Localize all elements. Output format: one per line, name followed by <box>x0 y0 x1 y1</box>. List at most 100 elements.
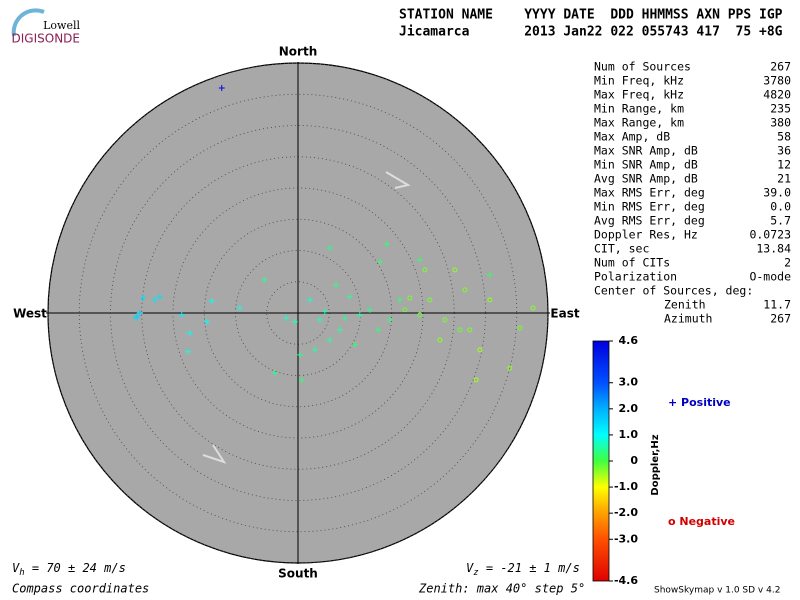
zenith-note: Zenith: max 40° step 5° <box>418 582 585 596</box>
center-label: Azimuth <box>664 312 712 326</box>
source-negative <box>452 267 458 273</box>
source-negative <box>517 325 523 331</box>
stat-label: Max SNR Amp, dB <box>594 144 698 158</box>
source-positive <box>136 310 143 316</box>
source-negative <box>457 327 463 333</box>
source-negative <box>417 312 423 318</box>
footer: ShowSkymap v 1.0 SD v 4.2 <box>654 586 780 596</box>
stat-value: 13.84 <box>756 242 791 256</box>
source-negative <box>473 377 479 383</box>
colorbar-tick-label: 4.6 <box>619 334 639 347</box>
center-label: Zenith <box>664 298 706 312</box>
stat-label: Doppler Res, Hz <box>594 228 698 242</box>
stat-value: 21 <box>777 172 791 186</box>
stat-value: 267 <box>770 60 791 74</box>
source-positive <box>271 370 278 376</box>
source-positive <box>218 85 225 91</box>
source-positive <box>236 305 243 311</box>
logo-arc <box>11 8 45 37</box>
colorbar-tick-label: -4.6 <box>614 574 638 587</box>
stat-value: 380 <box>770 116 791 130</box>
stat-label: Min Freq, kHz <box>594 74 684 88</box>
stat-label: Max Freq, kHz <box>594 88 684 102</box>
legend-positive: + Positive <box>668 396 731 409</box>
north-label: North <box>279 45 317 59</box>
south-label: South <box>278 567 318 581</box>
center-value: 267 <box>770 312 791 326</box>
source-positive <box>321 308 328 315</box>
stat-label: Min Range, km <box>594 102 684 116</box>
center-title: Center of Sources, deg: <box>594 284 753 298</box>
source-positive <box>351 341 358 348</box>
colorbar-tick-label: 2.0 <box>619 402 639 415</box>
stat-value: 2 <box>784 256 791 270</box>
stat-label: Min RMS Err, deg <box>594 200 705 214</box>
stat-label: Avg SNR Amp, dB <box>594 172 698 186</box>
west-label: West <box>13 307 47 321</box>
stat-value: 58 <box>777 130 791 144</box>
source-positive <box>416 256 423 263</box>
header-line: STATION NAME YYYY DATE DDD HHMMSS AXN PP… <box>399 8 783 23</box>
source-positive <box>396 296 403 303</box>
source-negative <box>442 317 448 323</box>
source-positive <box>326 245 333 251</box>
source-positive <box>383 241 390 248</box>
vz-label: Vz = -21 ± 1 m/s <box>466 561 580 578</box>
colorbar-tick-label: -2.0 <box>614 506 638 519</box>
stat-value: 235 <box>770 102 791 116</box>
source-positive <box>341 315 348 321</box>
source-positive <box>261 276 268 283</box>
text: = -21 ± 1 m/s <box>479 561 580 575</box>
stat-value: O-mode <box>749 270 791 284</box>
vh-label: Vh = 70 ± 24 m/s <box>12 561 126 578</box>
stat-value: 0.0723 <box>749 228 791 242</box>
colorbar <box>592 340 610 582</box>
source-positive <box>151 296 158 303</box>
stat-label: Min SNR Amp, dB <box>594 158 698 172</box>
source-positive <box>208 298 215 305</box>
logo-bottom: DIGISONDE <box>12 32 80 46</box>
stat-label: Max Amp, dB <box>594 130 670 144</box>
stat-label: CIT, sec <box>594 242 649 256</box>
source-negative <box>462 287 468 293</box>
source-positive <box>366 306 373 313</box>
source-negative <box>467 327 473 333</box>
source-positive <box>316 316 323 323</box>
stat-value: 4820 <box>763 88 791 102</box>
source-negative <box>422 267 428 273</box>
center-value: 11.7 <box>763 298 791 312</box>
source-positive <box>296 351 303 358</box>
stat-value: 12 <box>777 158 791 172</box>
stat-label: Max RMS Err, deg <box>594 186 705 200</box>
source-positive <box>326 336 333 343</box>
source-positive <box>346 293 353 300</box>
stat-label: Avg RMS Err, deg <box>594 214 705 228</box>
source-negative <box>407 295 413 301</box>
stat-value: 39.0 <box>763 186 791 200</box>
arrow <box>202 444 227 464</box>
subscript: z <box>473 568 478 578</box>
stat-value: 36 <box>777 144 791 158</box>
source-positive <box>133 315 140 321</box>
colorbar-tick-label: -1.0 <box>614 480 638 493</box>
coordinates-label: Compass coordinates <box>12 582 149 596</box>
source-positive <box>311 346 318 353</box>
colorbar-tick-label: 3.0 <box>619 376 639 389</box>
colorbar-tick-label: -3.0 <box>614 532 638 545</box>
source-positive <box>298 376 305 383</box>
source-negative <box>487 297 493 303</box>
text: = 70 ± 24 m/s <box>25 561 126 575</box>
source-positive <box>333 281 340 288</box>
logo-top: Lowell <box>43 19 80 32</box>
stat-value: 0.0 <box>770 200 791 214</box>
source-positive <box>178 311 185 318</box>
source-negative <box>437 337 443 343</box>
source-positive <box>140 295 146 301</box>
stat-label: Num of CITs <box>594 256 670 270</box>
colorbar-label: Doppler,Hz <box>650 434 661 495</box>
source-positive <box>283 315 290 321</box>
source-negative <box>530 305 536 311</box>
stat-value: 3780 <box>763 74 791 88</box>
source-positive <box>185 348 191 355</box>
